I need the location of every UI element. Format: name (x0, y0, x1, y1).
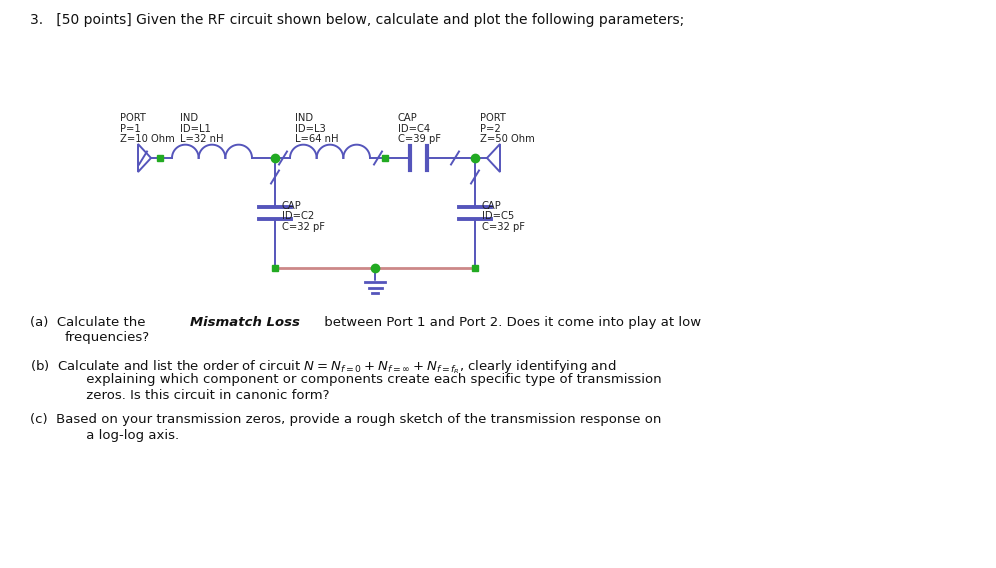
Text: C=32 pF: C=32 pF (282, 222, 325, 232)
Text: Z=50 Ohm: Z=50 Ohm (480, 134, 535, 144)
Text: between Port 1 and Port 2. Does it come into play at low: between Port 1 and Port 2. Does it come … (320, 316, 701, 329)
Text: PORT: PORT (480, 113, 506, 123)
Text: Mismatch Loss: Mismatch Loss (190, 316, 300, 329)
Text: frequencies?: frequencies? (65, 332, 150, 345)
Text: L=32 nH: L=32 nH (180, 134, 223, 144)
Text: (c)  Based on your transmission zeros, provide a rough sketch of the transmissio: (c) Based on your transmission zeros, pr… (30, 413, 661, 426)
Text: CAP: CAP (398, 113, 417, 123)
Text: ID=C5: ID=C5 (482, 211, 514, 222)
Text: ID=L3: ID=L3 (295, 123, 326, 133)
Text: CAP: CAP (482, 201, 502, 211)
Text: 3.   [50 points] Given the RF circuit shown below, calculate and plot the follow: 3. [50 points] Given the RF circuit show… (30, 13, 684, 27)
Text: ID=C2: ID=C2 (282, 211, 315, 222)
Text: L=64 nH: L=64 nH (295, 134, 339, 144)
Text: (a)  Calculate the: (a) Calculate the (30, 316, 149, 329)
Text: PORT: PORT (120, 113, 145, 123)
Text: (b)  Calculate and list the order of circuit $N = N_{f=0} + N_{f=\infty} + N_{f=: (b) Calculate and list the order of circ… (30, 358, 617, 375)
Text: C=32 pF: C=32 pF (482, 222, 525, 232)
Text: IND: IND (295, 113, 313, 123)
Text: C=39 pF: C=39 pF (398, 134, 441, 144)
Text: IND: IND (180, 113, 198, 123)
Text: CAP: CAP (282, 201, 302, 211)
Text: zeros. Is this circuit in canonic form?: zeros. Is this circuit in canonic form? (65, 389, 330, 402)
Text: ID=L1: ID=L1 (180, 123, 211, 133)
Text: ID=C4: ID=C4 (398, 123, 430, 133)
Text: P=1: P=1 (120, 123, 140, 133)
Text: explaining which component or components create each specific type of transmissi: explaining which component or components… (65, 374, 661, 386)
Text: a log-log axis.: a log-log axis. (65, 428, 179, 441)
Text: Z=10 Ohm: Z=10 Ohm (120, 134, 174, 144)
Text: P=2: P=2 (480, 123, 501, 133)
